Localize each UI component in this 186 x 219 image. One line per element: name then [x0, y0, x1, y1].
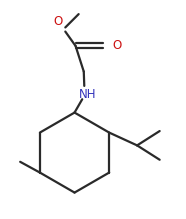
- Text: O: O: [113, 39, 122, 52]
- Text: O: O: [53, 16, 62, 28]
- Text: NH: NH: [79, 88, 96, 101]
